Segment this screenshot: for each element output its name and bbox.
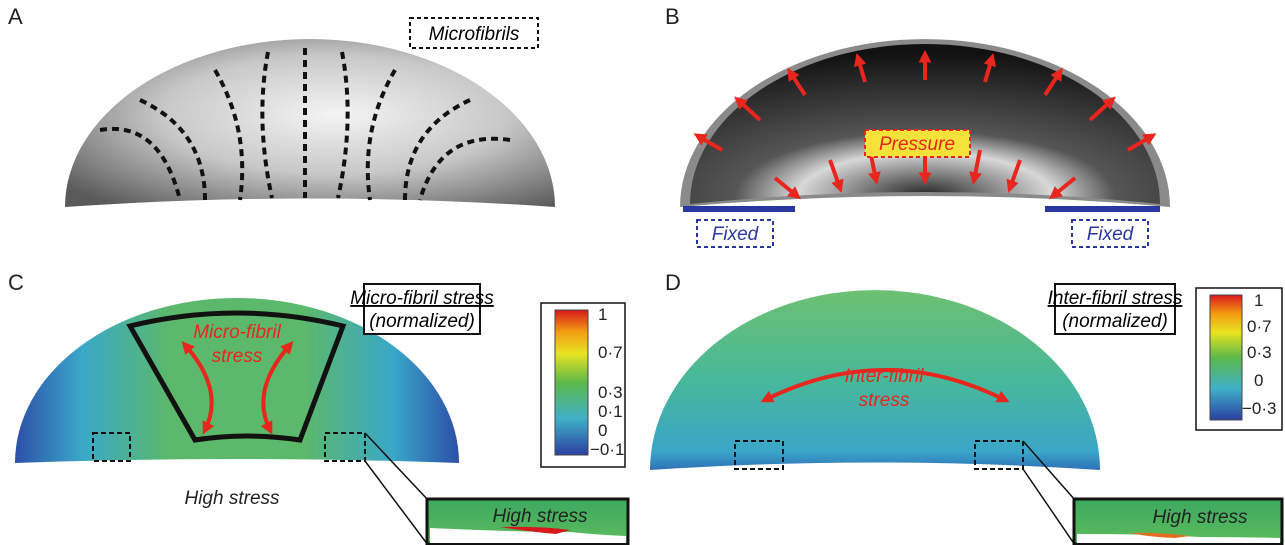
colorbar-tick: 0·3 xyxy=(598,383,623,402)
colorbar-tick: 0·7 xyxy=(1247,317,1272,336)
support xyxy=(683,206,795,212)
inset-label: High stress xyxy=(1152,507,1248,528)
panel-label: B xyxy=(665,4,680,29)
colorbar-tick: 1 xyxy=(598,305,607,324)
support xyxy=(1045,206,1160,212)
colorbar-tick: 0 xyxy=(1254,371,1263,390)
colorbar-tick: 1 xyxy=(1254,291,1263,310)
support-label: Fixed xyxy=(1087,224,1135,245)
panel-label: C xyxy=(8,270,24,295)
bottom-label: High stress xyxy=(184,488,280,509)
figure: A Microfibrils B Pressure Fixed Fixed C … xyxy=(0,0,1285,545)
support-label: Fixed xyxy=(712,224,760,245)
legend-subtitle: (normalized) xyxy=(369,311,475,332)
inset-label: High stress xyxy=(492,506,588,527)
region-label: stress xyxy=(212,346,263,367)
dome xyxy=(65,39,555,207)
legend-subtitle: (normalized) xyxy=(1062,311,1168,332)
tag: Microfibrils xyxy=(429,24,520,45)
region-label: Micro-fibril xyxy=(193,322,281,343)
colorbar-tick: 0·1 xyxy=(598,402,623,421)
panel-label: A xyxy=(8,4,23,29)
region-label: Inter-fibril xyxy=(845,366,925,387)
colorbar xyxy=(555,310,588,455)
colorbar-tick: −0·3 xyxy=(1242,399,1277,418)
colorbar-tick: 0·7 xyxy=(598,343,623,362)
load-label: Pressure xyxy=(879,134,955,155)
colorbar xyxy=(1210,295,1242,420)
colorbar-tick: 0 xyxy=(598,421,607,440)
colorbar-tick: −0·1 xyxy=(590,440,625,459)
legend-title: Inter-fibril stress xyxy=(1048,288,1183,309)
panel-label: D xyxy=(665,270,681,295)
colorbar-tick: 0·3 xyxy=(1247,343,1272,362)
region-label: stress xyxy=(859,390,910,411)
legend-title: Micro-fibril stress xyxy=(350,288,494,309)
